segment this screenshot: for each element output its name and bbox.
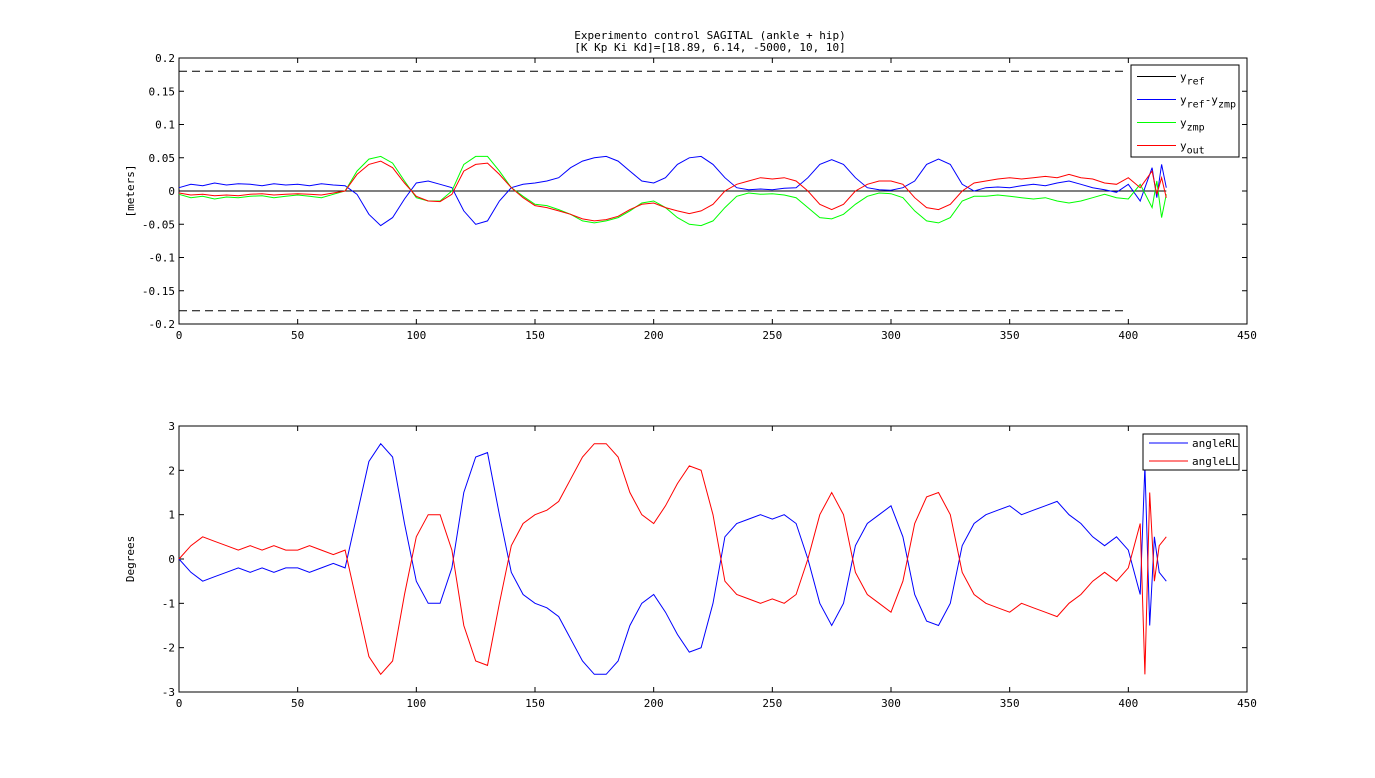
legend-entry: yzmp	[1180, 117, 1205, 134]
y-tick-label: 0	[168, 185, 175, 198]
y-tick-label: 0.2	[155, 52, 175, 65]
chart-title-line2: [K Kp Ki Kd]=[18.89, 6.14, -5000, 10, 10…	[574, 41, 846, 54]
legend-entry: angleRL	[1192, 437, 1239, 450]
legend: angleRL angleLL	[1142, 433, 1240, 471]
legend-subscript: ref	[1187, 100, 1205, 111]
legend-subscript: zmp	[1218, 100, 1236, 111]
legend-text: y	[1180, 117, 1187, 130]
chart-title-line1: Experimento control SAGITAL (ankle + hip…	[574, 29, 846, 42]
y-tick-label: 1	[168, 509, 175, 522]
axes-box	[178, 425, 1248, 693]
y-tick-label: -2	[162, 642, 175, 655]
bottom-plot: 0 50 100 150 200 250 300 350 400 450 -3 -2 -1 0 1 2 3 Deg…	[124, 420, 1257, 710]
y-axis-label: [meters]	[124, 165, 137, 218]
x-tick-label: 0	[176, 697, 183, 710]
x-tick-label: 200	[644, 697, 664, 710]
x-tick-label: 450	[1237, 697, 1257, 710]
y-tick-label: -0.05	[142, 218, 175, 231]
x-tick-label: 350	[1000, 697, 1020, 710]
legend-entry: yref	[1180, 71, 1205, 88]
x-tick-label: 450	[1237, 329, 1257, 342]
y-tick-label: -1	[162, 597, 175, 610]
y-tick-label: 3	[168, 420, 175, 433]
legend-text: -y	[1205, 94, 1219, 107]
x-tick-label: 400	[1118, 329, 1138, 342]
legend-entry: yout	[1180, 140, 1205, 157]
x-tick-label: 250	[762, 329, 782, 342]
x-tick-label: 150	[525, 697, 545, 710]
x-tick-label: 100	[406, 697, 426, 710]
legend-subscript: ref	[1187, 77, 1205, 88]
y-tick-label: -0.15	[142, 285, 175, 298]
x-tick-label: 200	[644, 329, 664, 342]
x-tick-label: 150	[525, 329, 545, 342]
x-tick-label: 400	[1118, 697, 1138, 710]
legend-subscript: zmp	[1187, 123, 1205, 134]
x-tick-label: 50	[291, 329, 304, 342]
x-tick-label: 100	[406, 329, 426, 342]
legend-entry: angleLL	[1192, 455, 1239, 468]
legend-text: angleRL	[1192, 437, 1239, 450]
y-tick-label: 0	[168, 553, 175, 566]
x-tick-label: 0	[176, 329, 183, 342]
y-tick-label: 0.1	[155, 119, 175, 132]
x-tick-label: 300	[881, 329, 901, 342]
series-line-y-out	[178, 160, 1167, 222]
top-plot: 0 50 100 150 200 250 300 350 400 450 -0.2 -0.15 -0.1…	[124, 52, 1257, 342]
y-axis-label: Degrees	[124, 536, 137, 582]
y-tick-label: -0.1	[149, 252, 176, 265]
legend-text: angleLL	[1192, 455, 1239, 468]
x-tick-label: 50	[291, 697, 304, 710]
legend-text: y	[1180, 94, 1187, 107]
y-tick-label: 0.05	[149, 152, 176, 165]
y-tick-label: 2	[168, 464, 175, 477]
y-tick-label: 0.15	[149, 85, 176, 98]
legend-text: y	[1180, 140, 1187, 153]
legend-text: y	[1180, 71, 1187, 84]
series-line-anglell	[178, 443, 1167, 676]
legend-box	[1130, 64, 1240, 158]
x-tick-label: 350	[1000, 329, 1020, 342]
legend-box	[1142, 433, 1240, 471]
legend-entry: yref-yzmp	[1180, 94, 1236, 111]
legend-subscript: out	[1187, 146, 1205, 157]
y-tick-label: -0.2	[149, 318, 176, 331]
x-tick-label: 300	[881, 697, 901, 710]
series-line-anglerl	[178, 442, 1167, 675]
x-tick-label: 250	[762, 697, 782, 710]
y-tick-label: -3	[162, 686, 175, 699]
